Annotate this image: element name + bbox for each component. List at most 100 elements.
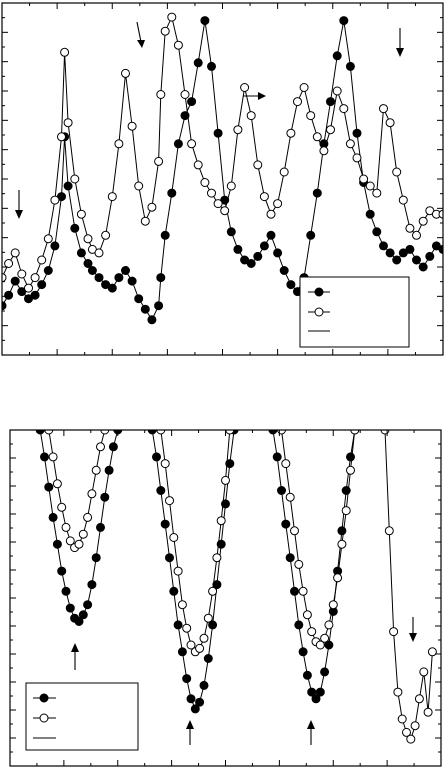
top-open-point — [359, 174, 369, 184]
bottom-filled-point — [195, 697, 205, 707]
top-open-point — [213, 199, 223, 209]
top-open-point — [385, 118, 395, 128]
bottom-open-point — [65, 536, 75, 546]
bottom-open-point — [83, 512, 93, 522]
bottom-open-point — [199, 633, 209, 643]
top-open-point — [114, 139, 124, 149]
bottom-filled-point — [190, 704, 200, 714]
top-filled-point — [121, 266, 130, 275]
top-open-point — [10, 248, 20, 258]
top-filled-point — [140, 304, 150, 314]
bottom-open-point — [341, 506, 351, 516]
bottom-open-point — [328, 600, 338, 610]
top-arrow-3 — [243, 92, 266, 100]
bottom-open-point — [281, 459, 291, 469]
bottom-filled-point — [272, 452, 282, 462]
top-filled-point — [127, 276, 137, 286]
bottom-open-point — [423, 707, 433, 717]
bottom-filled-point — [315, 687, 325, 697]
bottom-filled-point — [169, 586, 179, 596]
bottom-filled-point — [285, 553, 295, 563]
top-filled-point — [76, 248, 86, 258]
top-open-point — [154, 156, 164, 166]
top-open-point — [372, 188, 382, 198]
bottom-legend — [25, 682, 139, 751]
bottom-open-point — [52, 479, 62, 489]
bottom-open-point — [337, 539, 347, 549]
bottom-filled-point — [35, 430, 45, 435]
top-open-point — [405, 223, 415, 233]
bottom-open-point — [44, 430, 54, 435]
top-filled-point — [213, 128, 223, 138]
top-open-point — [60, 47, 70, 57]
bottom-open-point — [203, 613, 213, 623]
bottom-open-point — [333, 573, 343, 583]
bottom-filled-point — [147, 430, 157, 435]
bottom-filled-point — [87, 580, 97, 590]
bottom-filled-point — [186, 694, 196, 704]
top-open-point — [418, 216, 428, 226]
top-filled-point — [412, 255, 421, 265]
bottom-series-filled-line — [39, 430, 356, 710]
bottom-open-point — [212, 553, 222, 563]
bottom-open-point — [302, 610, 312, 620]
bottom-filled-point — [268, 430, 278, 435]
bottom-open-point — [48, 452, 58, 462]
top-open-point — [187, 139, 197, 149]
bottom-filled-point — [307, 687, 317, 697]
bottom-legend-filled-marker — [39, 693, 49, 703]
bottom-open-point — [169, 533, 179, 542]
top-open-point — [259, 192, 269, 202]
bottom-open-point — [78, 529, 88, 539]
top-annotation-arrows — [15, 21, 404, 219]
top-filled-point — [193, 58, 203, 68]
bottom-filled-point — [298, 647, 308, 657]
top-open-point — [180, 90, 190, 99]
bottom-filled-point — [302, 670, 312, 680]
top-filled-point — [385, 248, 395, 258]
top-filled-point — [37, 280, 47, 290]
top-open-point — [438, 209, 443, 219]
bottom-open-point — [100, 430, 110, 435]
bottom-legend-open-marker — [39, 713, 49, 723]
bottom-annotation-arrows — [71, 617, 417, 745]
bottom-arrow-3 — [307, 720, 315, 745]
top-open-point — [94, 248, 104, 258]
top-filled-point — [352, 128, 362, 138]
top-plot-area — [2, 12, 443, 325]
bottom-open-point — [216, 516, 226, 526]
top-open-point — [83, 234, 93, 244]
bottom-filled-point — [52, 539, 62, 549]
bottom-filled-point — [100, 492, 110, 502]
top-filled-point — [226, 227, 236, 237]
bottom-open-point — [406, 734, 416, 744]
bottom-filled-point — [337, 526, 347, 536]
bottom-open-point — [61, 522, 71, 532]
top-filled-point — [332, 51, 342, 61]
top-open-point — [207, 188, 216, 198]
bottom-open-point — [208, 586, 218, 596]
bottom-filled-point — [44, 482, 54, 492]
top-filled-point — [365, 209, 375, 219]
bottom-filled-point — [212, 580, 222, 590]
top-arrow-1 — [15, 190, 23, 219]
bottom-open-point — [57, 502, 67, 512]
top-filled-point — [30, 290, 40, 300]
top-legend-open-marker — [314, 307, 324, 317]
top-open-point — [273, 199, 283, 209]
top-open-point — [299, 83, 309, 92]
bottom-open-point — [182, 623, 192, 633]
top-open-point — [365, 181, 375, 191]
top-open-point — [140, 216, 150, 226]
bottom-filled-point — [78, 610, 88, 620]
bottom-filled-point — [61, 586, 71, 596]
bottom-open-point — [177, 600, 187, 610]
bottom-open-point — [346, 465, 355, 475]
top-filled-point — [114, 273, 124, 283]
top-filled-point — [279, 266, 289, 275]
top-open-point — [107, 192, 117, 202]
top-open-point — [156, 90, 166, 99]
top-open-point — [306, 111, 316, 121]
bottom-filled-point — [346, 452, 355, 462]
